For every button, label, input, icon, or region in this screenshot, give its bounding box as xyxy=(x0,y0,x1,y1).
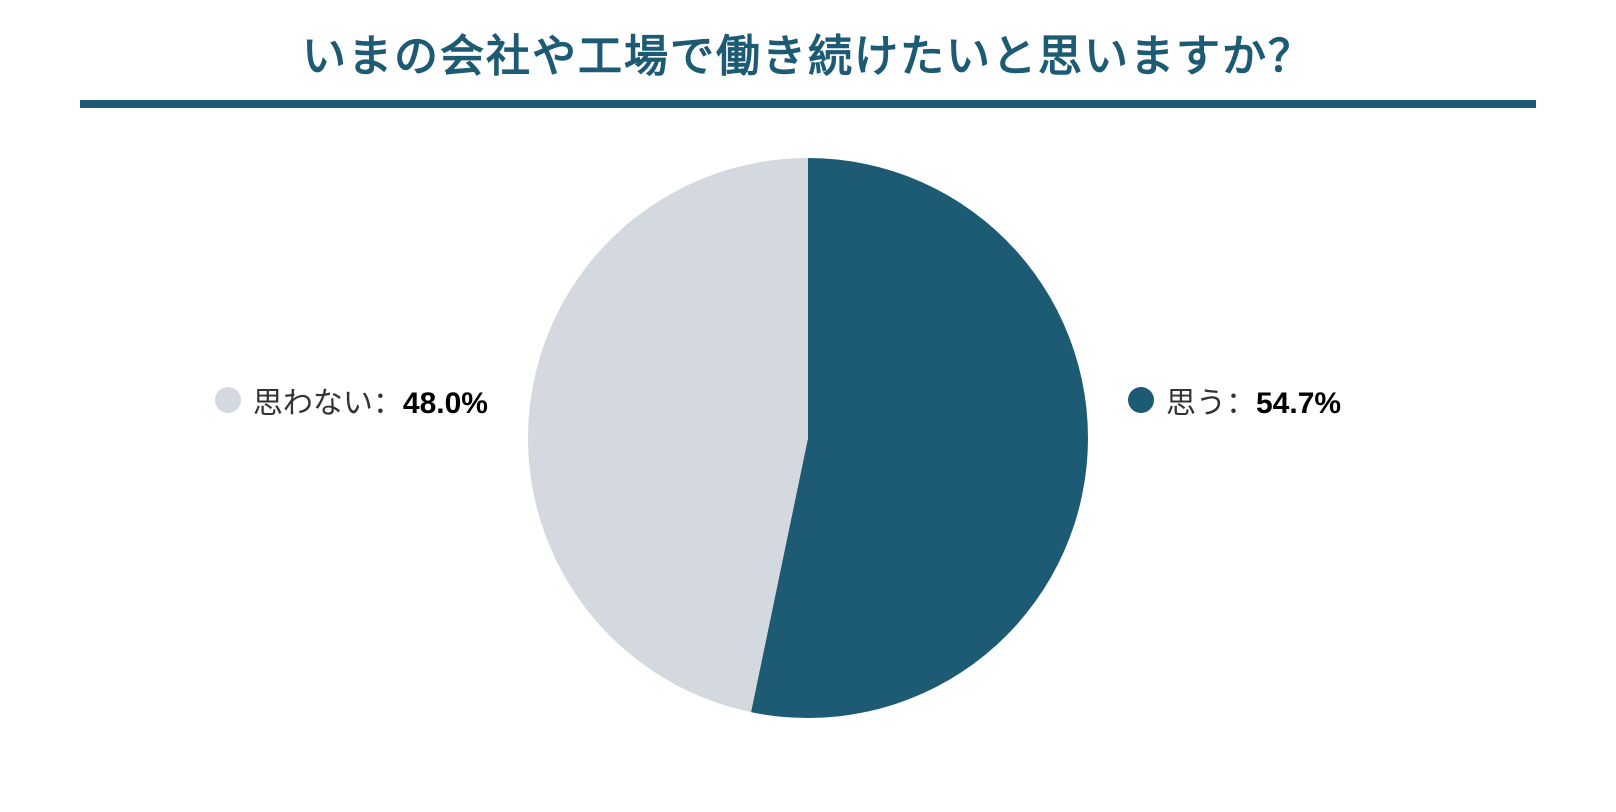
chart-title: いまの会社や工場で働き続けたいと思いますか？ xyxy=(80,20,1536,100)
legend-dot-yes xyxy=(1128,387,1154,413)
title-underline xyxy=(80,100,1536,108)
chart-area: 思わない：48.0% 思う：54.7% xyxy=(80,148,1536,748)
legend-dot-no xyxy=(215,387,241,413)
legend-sep-no: ： xyxy=(373,387,403,420)
legend-left: 思わない：48.0% xyxy=(80,378,488,422)
pie-chart xyxy=(528,148,1088,748)
legend-label-no: 思わない xyxy=(253,387,373,420)
legend-value-yes: 54.7% xyxy=(1256,387,1341,420)
legend-label-yes: 思う xyxy=(1166,387,1226,420)
pie-slice-no xyxy=(528,158,808,712)
legend-value-no: 48.0% xyxy=(403,387,488,420)
legend-right: 思う：54.7% xyxy=(1128,378,1536,422)
legend-sep-yes: ： xyxy=(1226,387,1256,420)
